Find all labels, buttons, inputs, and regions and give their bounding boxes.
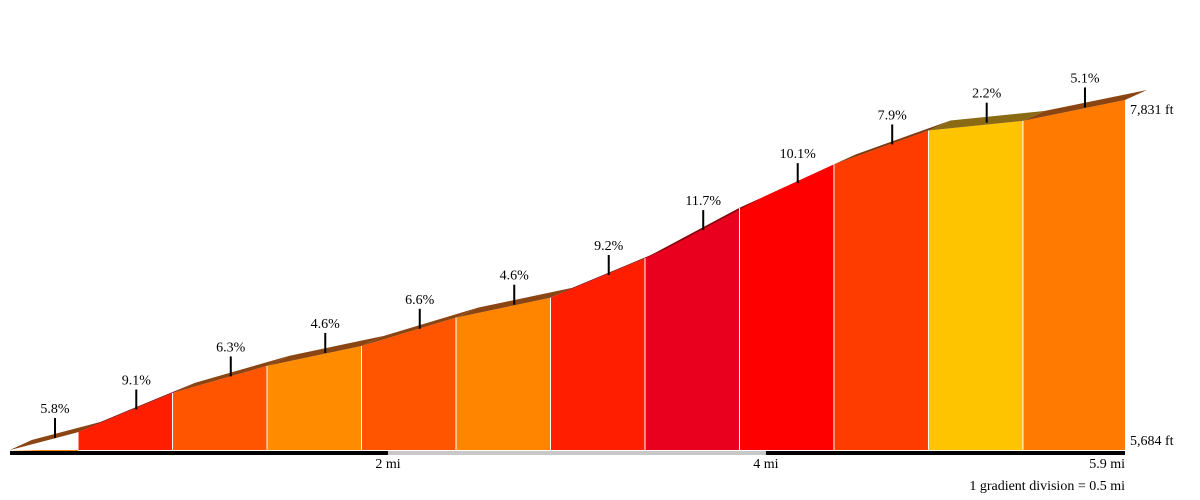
segment-dividers: [77, 120, 1024, 450]
x-tick-label: 5.9 mi: [1089, 457, 1125, 472]
gradient-label: 4.6%: [500, 269, 530, 284]
segment-fill: [644, 207, 740, 450]
gradient-label: 4.6%: [311, 317, 341, 332]
x-tick-label: 2 mi: [375, 457, 400, 472]
segment-fill: [172, 365, 268, 450]
gradient-label: 9.1%: [122, 374, 152, 389]
segment-fill: [1022, 100, 1125, 450]
elevation-max-label: 7,831 ft: [1130, 103, 1174, 118]
axis-segment-dark: [765, 451, 1125, 455]
gradient-label: 5.8%: [40, 402, 70, 417]
elevation-min-label: 5,684 ft: [1130, 434, 1174, 449]
gradient-label: 11.7%: [685, 194, 721, 209]
gradient-label: 10.1%: [780, 147, 817, 162]
gradient-ticks: [54, 87, 1086, 439]
segment-fill: [833, 130, 929, 451]
gradient-label: 2.2%: [972, 87, 1002, 102]
segment-fills: [10, 100, 1125, 453]
gradient-label: 9.2%: [594, 239, 624, 254]
gradient-label: 7.9%: [878, 108, 908, 123]
gradient-label: 5.1%: [1070, 71, 1100, 86]
gradient-label: 6.3%: [216, 340, 246, 355]
distance-axis: [10, 451, 1125, 455]
segment-fill: [928, 120, 1023, 450]
segment-fill: [78, 392, 173, 450]
axis-segment-dark: [10, 451, 388, 455]
segment-fill: [550, 258, 645, 450]
segment-fill: [739, 164, 834, 450]
chart-labels: 5.8% 9.1% 6.3% 4.6% 6.6% 4.6% 9.2% 11.7% 10.1% 7.…: [40, 71, 1173, 494]
segment-fill: [267, 345, 362, 450]
axis-segment-light: [387, 451, 766, 455]
segment-fill: [361, 317, 456, 450]
segment-fill: [456, 297, 551, 450]
gradient-label: 6.6%: [405, 293, 435, 308]
x-tick-label: 4 mi: [753, 457, 778, 472]
footnote: 1 gradient division = 0.5 mi: [969, 479, 1125, 494]
